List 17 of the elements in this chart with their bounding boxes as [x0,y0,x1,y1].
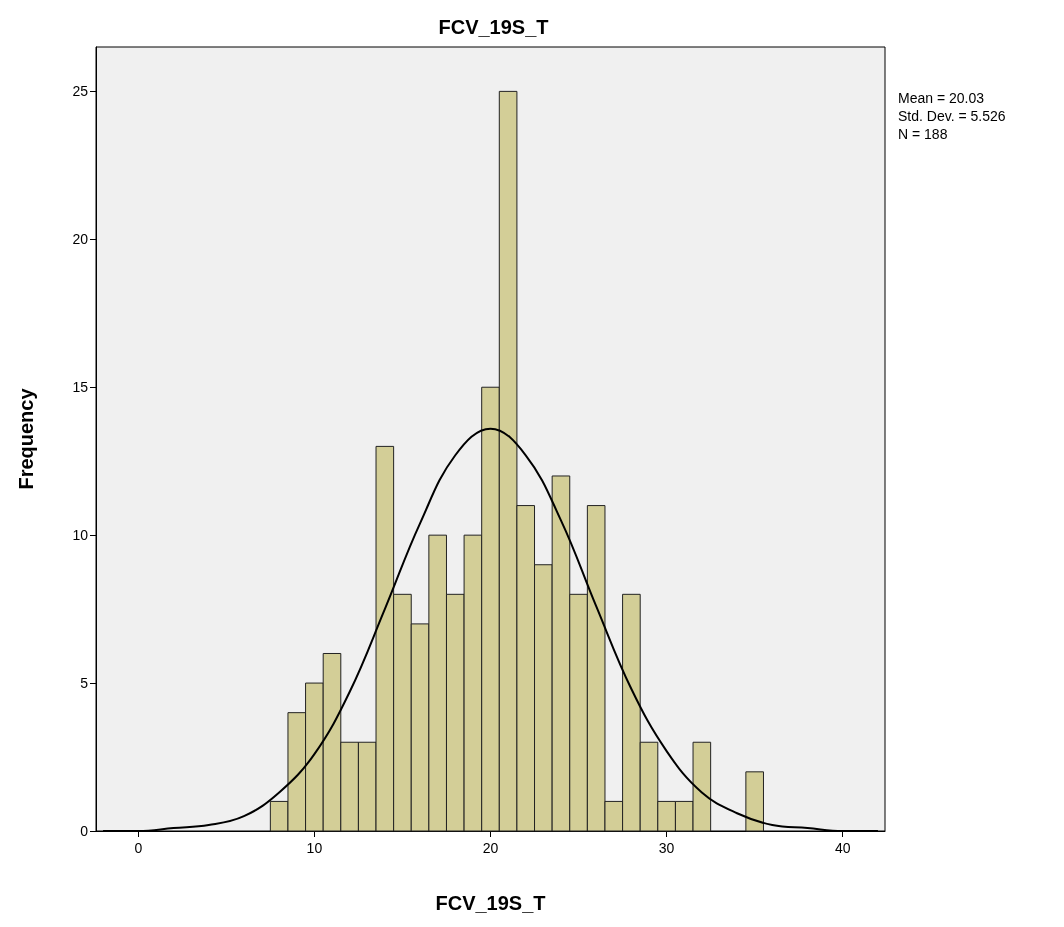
x-axis-title: FCV_19S_T [435,892,546,914]
text: Mean = 20.03 [898,90,985,106]
x-tick-label: 10 [306,840,323,856]
y-tick-label: 5 [80,675,89,692]
x-tick-label: 30 [658,840,675,856]
y-tick-label: 0 [80,823,89,839]
x-tick-label: 20 [482,840,499,856]
y-axis-title: Frequency [15,387,37,490]
x-tick-label: 0 [134,840,143,856]
y-tick-label: 25 [72,83,89,100]
chart-title: FCV_19S_T [438,16,549,38]
y-tick-label: 10 [72,527,89,544]
y-tick-label: 20 [72,231,89,248]
text: N = 188 [898,126,948,142]
text: Std. Dev. = 5.526 [898,108,1006,124]
y-tick-label: 15 [72,379,89,396]
x-tick-label: 40 [834,840,851,856]
